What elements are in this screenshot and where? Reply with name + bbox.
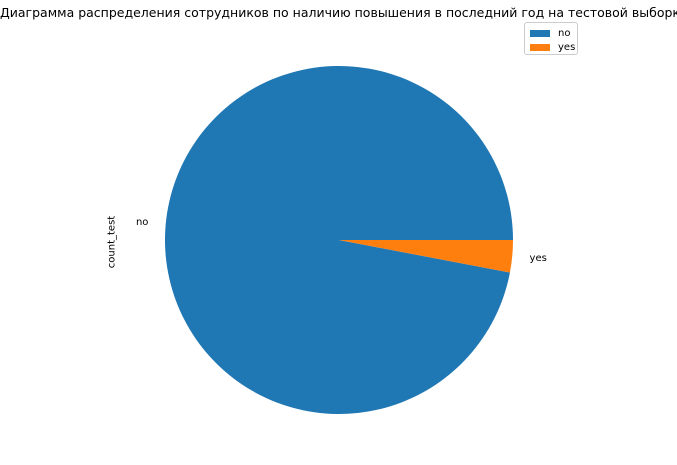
legend-swatch-yes [530,43,550,51]
legend-swatch-no [530,29,550,37]
slice-label-yes: yes [530,253,547,264]
pie-slice-yes [339,240,513,273]
slice-label-no: no [136,217,148,228]
pie-slice-no [164,65,513,414]
legend-item-yes: yes [530,41,575,53]
legend: no yes [524,22,578,55]
chart-title: Диаграмма распределения сотрудников по н… [0,5,677,20]
legend-label-yes: yes [558,41,576,53]
legend-label-no: no [558,27,571,39]
legend-item-no: no [530,27,570,39]
